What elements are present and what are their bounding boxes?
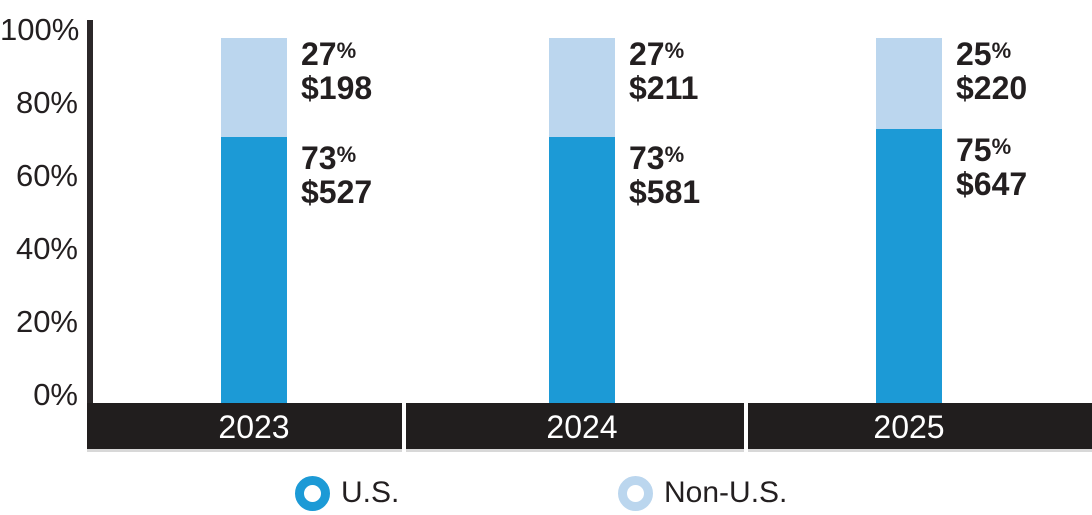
us-legend-icon [295,475,330,511]
bar-segment-us-2023 [221,136,287,403]
non-us-data-label-2025: 25% $220 [956,36,1028,106]
us-data-label-2025: 75% $647 [956,132,1028,203]
legend-label-non-us: Non-U.S. [664,476,788,509]
legend: U.S. Non-U.S. [0,473,1092,513]
non-us-data-label-2023: 27% $198 [301,36,373,106]
non-us-data-label-2024: 27% $211 [629,36,699,106]
y-tick-label: 60% [15,158,78,193]
y-tick-label: 100% [0,12,80,47]
us-data-label-2024: 73% $581 [629,139,701,210]
y-axis-line [87,20,93,403]
x-axis-label-2025: 2025 [873,409,945,445]
legend-item-us: U.S. [295,473,399,513]
y-tick-label: 20% [15,304,78,339]
x-axis-label-2024: 2024 [546,409,618,445]
bar-segment-non-us-2024 [549,38,615,137]
x-axis-band-divider [402,403,406,452]
x-axis-label-2023: 2023 [218,409,290,445]
bar-segment-us-2024 [549,136,615,403]
us-data-label-2023: 73% $527 [301,139,373,210]
y-tick-label: 40% [15,231,78,266]
bar-segment-us-2025 [876,129,942,403]
y-tick-label: 0% [33,377,78,412]
x-axis-band-divider [744,403,748,452]
x-axis-band [87,403,1092,452]
non-us-legend-icon [618,475,653,511]
bar-segment-non-us-2023 [221,38,287,137]
bar-segment-non-us-2025 [876,38,942,130]
legend-item-non-us: Non-U.S. [618,473,787,513]
y-tick-label: 80% [15,85,78,120]
legend-label-us: U.S. [341,476,400,509]
